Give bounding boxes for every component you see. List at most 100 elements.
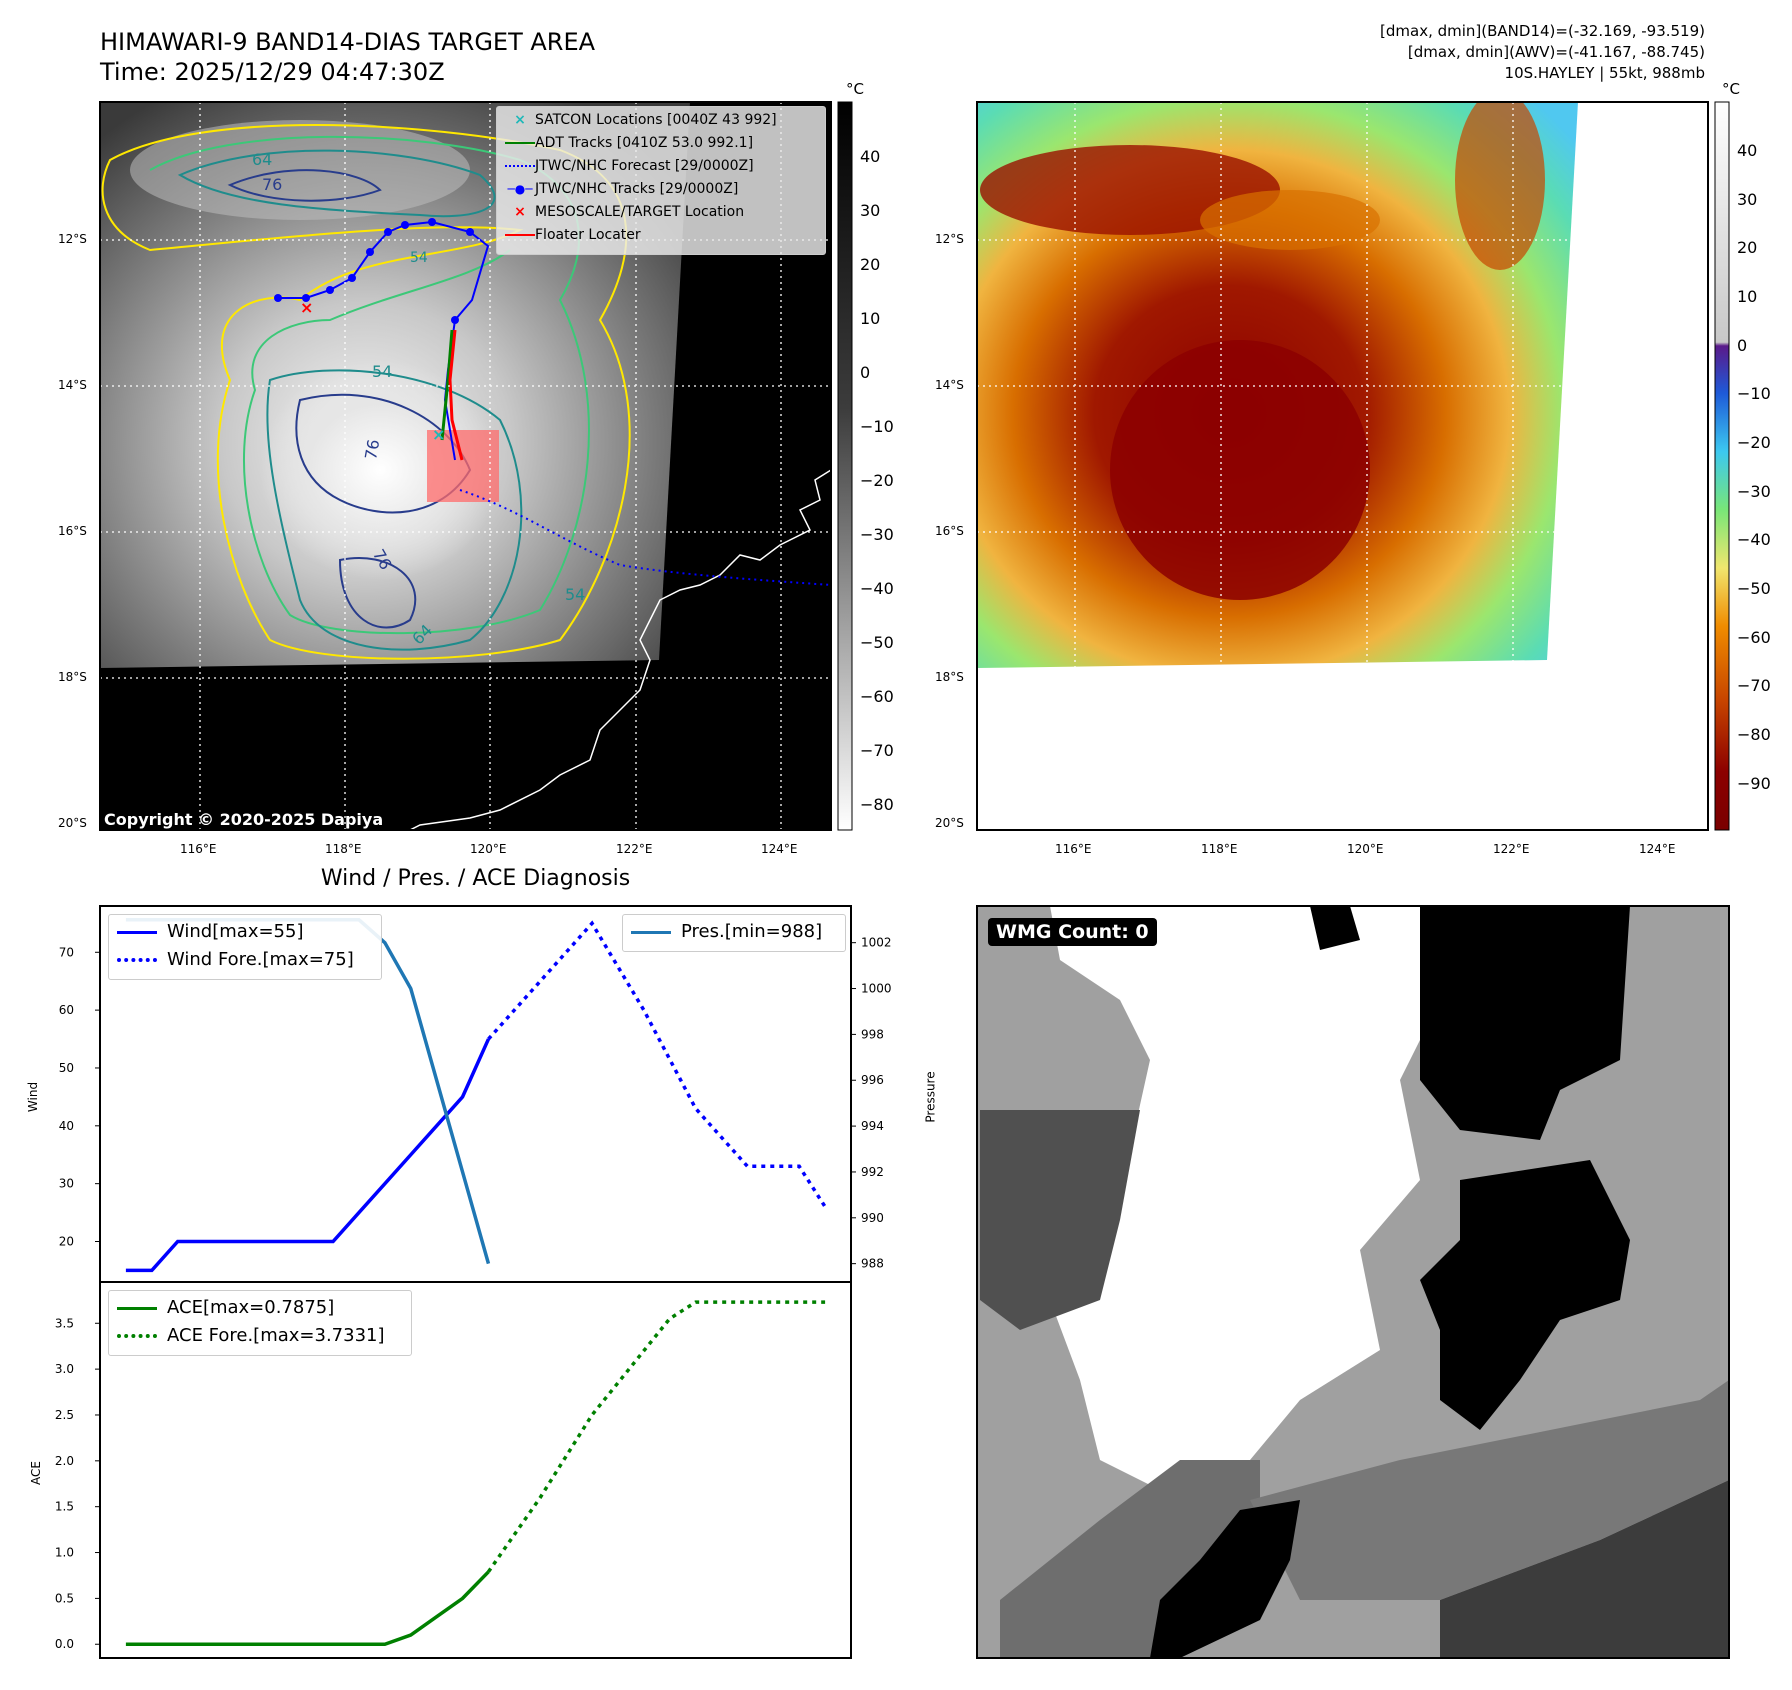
colorbar-tick: −80 bbox=[860, 795, 894, 814]
pressure-axis-label: Pressure bbox=[923, 1071, 938, 1123]
contour-label: 54 bbox=[565, 585, 586, 604]
legend-item-target: × MESOSCALE/TARGET Location bbox=[505, 204, 744, 220]
map-lat-label-20s: 20°S bbox=[58, 816, 87, 830]
legend-item-floater: Floater Locater bbox=[505, 227, 641, 243]
wind-legend: Wind[max=55] Wind Fore.[max=75] bbox=[108, 914, 382, 980]
y-tick-label: 0.0 bbox=[55, 1637, 74, 1651]
colorbar-tick: −60 bbox=[1737, 628, 1771, 647]
colorbar-tick: 0 bbox=[860, 363, 871, 382]
floater-line-icon bbox=[505, 234, 535, 236]
title-line-2: Time: 2025/12/29 04:47:30Z bbox=[100, 58, 445, 86]
y-tick-label: 2.5 bbox=[55, 1408, 74, 1422]
map2-lon-label-122e: 122°E bbox=[1493, 842, 1530, 856]
legend-item-forecast: JTWC/NHC Forecast [29/0000Z] bbox=[505, 158, 754, 174]
y-tick-label: 70 bbox=[59, 945, 74, 959]
colorbar-tick: −10 bbox=[860, 417, 894, 436]
colorbar-tick: 10 bbox=[1737, 287, 1758, 306]
y-tick-label: 1.0 bbox=[55, 1546, 74, 1560]
legend-pres: Pres.[min=988] bbox=[631, 921, 822, 942]
map2-lat-label-18s: 18°S bbox=[935, 670, 964, 684]
map-lat-label-12s: 12°S bbox=[58, 232, 87, 246]
y-tick-label: 20 bbox=[59, 1235, 74, 1249]
tracks-line-icon: ─●─ bbox=[507, 182, 533, 196]
y-tick-label: 998 bbox=[861, 1027, 884, 1041]
colorbar-tick: −10 bbox=[1737, 384, 1771, 403]
ace-axis-label: ACE bbox=[28, 1461, 43, 1485]
contour-label: 76 bbox=[368, 545, 396, 574]
color-colorbar-unit: °C bbox=[1722, 80, 1740, 98]
colorbar-tick: −70 bbox=[1737, 676, 1771, 695]
map-lon-label-124e: 124°E bbox=[761, 842, 798, 856]
y-tick-label: 1.5 bbox=[55, 1500, 74, 1514]
title-line-1: HIMAWARI-9 BAND14-DIAS TARGET AREA bbox=[100, 28, 596, 56]
colorbar-tick: 0 bbox=[1737, 336, 1748, 355]
pres-line-icon bbox=[631, 930, 671, 934]
colorbar-tick: −90 bbox=[1737, 774, 1771, 793]
target-marker-icon: × bbox=[514, 204, 526, 220]
legend-ace-fore: ACE Fore.[max=3.7331] bbox=[117, 1325, 385, 1346]
colorbar-tick: 30 bbox=[860, 201, 881, 220]
map-lat-label-16s: 16°S bbox=[58, 524, 87, 538]
colorbar-tick: −50 bbox=[1737, 579, 1771, 598]
y-tick-label: 40 bbox=[59, 1119, 74, 1133]
map2-lat-label-12s: 12°S bbox=[935, 232, 964, 246]
contour-label: 64 bbox=[408, 620, 437, 649]
y-tick-label: 988 bbox=[861, 1257, 884, 1271]
colorbar-tick: −50 bbox=[860, 633, 894, 652]
y-tick-label: 1002 bbox=[861, 936, 892, 950]
y-tick-label: 994 bbox=[861, 1119, 884, 1133]
series-line-ace-max- bbox=[125, 1570, 490, 1646]
wind-axis-label: Wind bbox=[26, 1081, 41, 1113]
legend-item-adt: ADT Tracks [0410Z 53.0 992.1] bbox=[505, 135, 753, 151]
colorbar-tick: 30 bbox=[1737, 190, 1758, 209]
contour-label: 54 bbox=[372, 362, 393, 381]
legend-item-satcon: × SATCON Locations [0040Z 43 992] bbox=[505, 112, 777, 128]
series-line-wind-max- bbox=[125, 1038, 491, 1273]
svg-text:×: × bbox=[432, 425, 445, 444]
y-tick-label: 2.0 bbox=[55, 1454, 74, 1468]
legend-ace: ACE[max=0.7875] bbox=[117, 1297, 334, 1318]
colorbar-tick: −40 bbox=[1737, 530, 1771, 549]
contour-label: 54 bbox=[410, 250, 428, 266]
pressure-legend: Pres.[min=988] bbox=[622, 914, 846, 952]
map2-lat-label-14s: 14°S bbox=[935, 378, 964, 392]
forecast-line-icon bbox=[505, 165, 535, 167]
colorbar-tick: −70 bbox=[860, 741, 894, 760]
y-tick-label: 990 bbox=[861, 1211, 884, 1225]
colorbar-tick: −30 bbox=[860, 525, 894, 544]
series-line-wind-fore-max- bbox=[487, 920, 827, 1208]
colorbar-tick: −30 bbox=[1737, 482, 1771, 501]
adt-line-icon bbox=[505, 142, 535, 144]
colorbar-tick: 20 bbox=[860, 255, 881, 274]
colorbar-tick: 40 bbox=[1737, 141, 1758, 160]
ace-line-icon bbox=[117, 1306, 157, 1310]
colorbar-tick: −80 bbox=[1737, 725, 1771, 744]
ace-legend: ACE[max=0.7875] ACE Fore.[max=3.7331] bbox=[108, 1290, 412, 1356]
colorbar-tick: −40 bbox=[860, 579, 894, 598]
y-tick-label: 30 bbox=[59, 1177, 74, 1191]
colorbar-tick: 10 bbox=[860, 309, 881, 328]
ace-fore-line-icon bbox=[117, 1334, 157, 1338]
y-tick-label: 1000 bbox=[861, 982, 892, 996]
map-lon-label-118e: 118°E bbox=[325, 842, 362, 856]
legend-wind: Wind[max=55] bbox=[117, 921, 304, 942]
map-lon-label-122e: 122°E bbox=[616, 842, 653, 856]
map2-lon-label-116e: 116°E bbox=[1055, 842, 1092, 856]
map-lat-label-18s: 18°S bbox=[58, 670, 87, 684]
y-tick-label: 0.5 bbox=[55, 1591, 74, 1605]
legend-wind-fore: Wind Fore.[max=75] bbox=[117, 949, 354, 970]
colorbar-tick: −20 bbox=[860, 471, 894, 490]
diagnosis-title: Wind / Pres. / ACE Diagnosis bbox=[320, 866, 631, 891]
map-legend: × SATCON Locations [0040Z 43 992] ADT Tra… bbox=[496, 106, 826, 255]
svg-text:×: × bbox=[300, 298, 313, 317]
wmg-count-badge: WMG Count: 0 bbox=[988, 918, 1157, 946]
map2-lat-label-16s: 16°S bbox=[935, 524, 964, 538]
legend-item-tracks: ─●─ JTWC/NHC Tracks [29/0000Z] bbox=[505, 181, 739, 197]
copyright-text: Copyright © 2020-2025 Dapiya bbox=[104, 810, 384, 829]
contour-label: 76 bbox=[361, 437, 384, 462]
map2-lon-label-124e: 124°E bbox=[1639, 842, 1676, 856]
wind-line-icon bbox=[117, 930, 157, 934]
map2-lon-label-118e: 118°E bbox=[1201, 842, 1238, 856]
info-line-3: 10S.HAYLEY | 55kt, 988mb bbox=[1504, 64, 1705, 82]
y-tick-label: 992 bbox=[861, 1165, 884, 1179]
